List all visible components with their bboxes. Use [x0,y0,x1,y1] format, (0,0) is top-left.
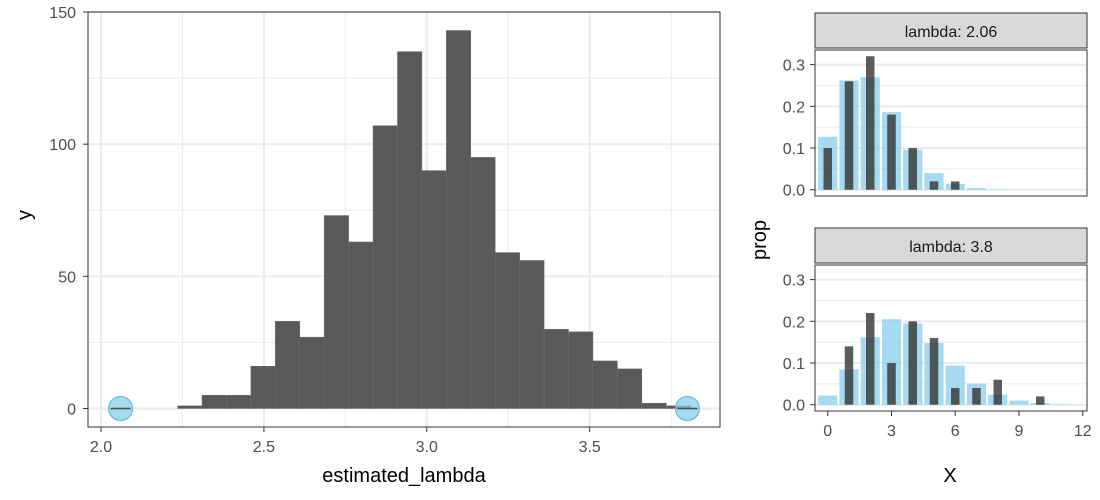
observed-prop-bar [866,56,875,190]
facet-plot-background [815,50,1087,196]
facet-panel-lambda-2-06: lambda: 2.06 0.0 0.1 0.2 0.3 [783,12,1088,200]
observed-prop-bar [951,181,960,190]
histogram-bar [641,402,667,409]
histogram-y-tick-label: 150 [49,5,76,22]
histogram-bar [446,30,472,409]
histogram-bar [250,365,276,409]
facet-panel-lambda-3-8: lambda: 3.8 0.0 0.1 0.2 0.3 0 3 6 9 12 [783,227,1092,440]
theoretical-prop-bar [818,395,838,405]
histogram-panel: 2.0 2.5 3.0 3.5 0 50 100 150 [49,5,721,456]
observed-prop-bar [1036,396,1045,405]
observed-prop-bar [929,181,939,190]
observed-prop-bar [951,388,960,405]
histogram-y-axis-title: y [14,210,36,220]
histogram-y-tick-label: 0 [67,401,76,418]
facet-strip [814,227,1088,264]
facet-x-axis-title: X [943,465,956,487]
histogram-bar [519,260,545,409]
histogram-bar [348,241,374,409]
histogram-bar [299,336,325,409]
theoretical-prop-bar [945,365,965,405]
histogram-bar [617,368,643,409]
facet-y-tick-label: 0.3 [783,58,805,75]
observed-prop-bar [844,81,854,190]
histogram-bar [397,51,423,409]
histogram-x-tick-label: 2.0 [90,439,112,456]
histogram-panel-border [87,11,721,428]
facet-strip-label: lambda: 2.06 [905,24,998,41]
histogram-bar [177,405,203,409]
histogram-bar [323,215,349,409]
observed-prop-bar [908,321,917,405]
facet-y-tick-label: 0.2 [783,99,805,116]
histogram-bar [372,125,398,409]
facet-x-tick-label: 0 [823,423,832,440]
histogram-y-tick-label: 100 [49,137,76,154]
facet-y-tick-label: 0.1 [783,356,805,373]
histogram-bar [494,252,520,409]
observed-prop-bar [929,338,939,405]
histogram-x-tick-label: 2.5 [253,439,275,456]
facet-x-tick-label: 9 [1015,423,1024,440]
observed-prop-bar [887,363,896,405]
histogram-bar [470,157,496,409]
facet-strip [814,12,1088,49]
facet-strip-label: lambda: 3.8 [909,239,993,256]
facet-x-tick-label: 6 [951,423,960,440]
theoretical-prop-bar [881,319,902,405]
histogram-bar [421,170,447,409]
observed-prop-bar [972,388,981,405]
histogram-x-axis-title: estimated_lambda [322,465,486,487]
facet-y-tick-label: 0.0 [783,398,805,415]
facet-x-tick-label: 12 [1074,423,1092,440]
observed-prop-bar [993,379,1002,405]
facet-panel-border [814,264,1088,412]
histogram-x-tick-label: 3.0 [416,439,438,456]
observed-prop-bar [823,148,832,190]
histogram-bar [568,331,594,409]
observed-prop-bar [866,312,875,405]
histogram-bar [543,328,569,409]
facet-x-tick-label: 3 [887,423,896,440]
facet-panel-border [814,49,1088,197]
facet-y-tick-label: 0.1 [783,141,805,158]
facet-y-tick-label: 0.3 [783,273,805,290]
histogram-bar [592,360,618,409]
observed-prop-bar [844,346,854,405]
observed-prop-bar [887,114,896,190]
theoretical-prop-bar [1009,400,1029,405]
histogram-bar [201,395,227,409]
histogram-bar [275,321,301,409]
facet-y-tick-label: 0.0 [783,183,805,200]
histogram-x-tick-label: 3.5 [579,439,601,456]
observed-prop-bar [908,148,917,190]
facet-shared-y-axis-title: prop [749,220,771,260]
facet-y-tick-label: 0.2 [783,314,805,331]
theoretical-prop-bar [966,188,987,190]
histogram-y-tick-label: 50 [58,269,76,286]
histogram-bar [226,395,252,409]
